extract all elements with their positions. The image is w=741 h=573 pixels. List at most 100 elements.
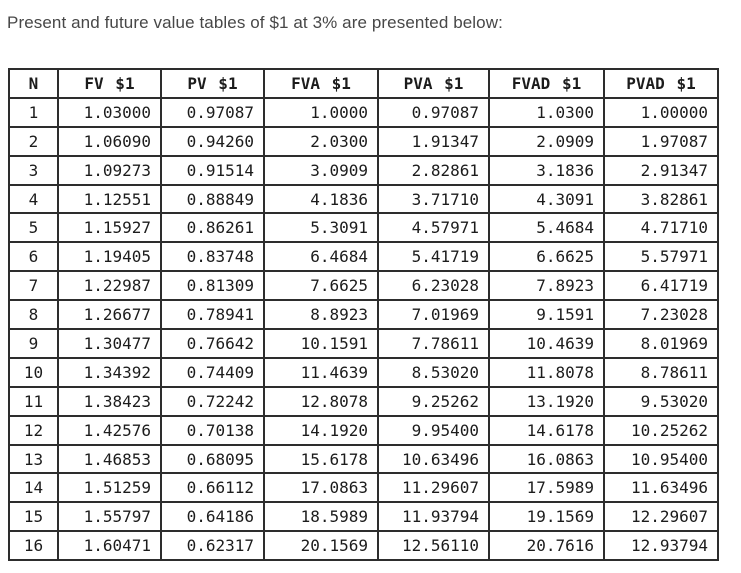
value-cell: 16.0863 [488,443,605,475]
value-cell: 7.78611 [377,328,490,359]
table-row: 1 1.03000 0.97087 1.0000 0.97087 1.0300 1.0000… [8,96,719,128]
value-cell: 1.60471 [57,530,162,562]
value-cell: 10.95400 [603,443,719,475]
value-cell: 17.0863 [263,472,379,504]
value-cell: 1.12551 [57,183,162,215]
value-cell: 0.66112 [160,472,265,504]
value-cell: 4.3091 [488,183,605,215]
value-cell: 10.4639 [488,328,605,359]
value-cell: 11.8078 [488,356,605,388]
value-cell: 5.4684 [488,212,605,244]
value-cell: 12.56110 [377,530,490,562]
value-cell: 0.70138 [160,414,265,446]
value-cell: 3.0909 [263,154,379,186]
value-cell: 0.62317 [160,530,265,562]
value-cell: 0.74409 [160,356,265,388]
value-cell: 17.5989 [488,472,605,504]
value-cell: 0.86261 [160,212,265,244]
value-cell: 6.41719 [603,270,719,302]
table-row: 2 1.06090 0.94260 2.0300 1.91347 2.0909 1.9708… [8,125,719,157]
value-cell: 15.6178 [263,443,379,475]
table-row: 6 1.19405 0.83748 6.4684 5.41719 6.6625 5.5797… [8,241,719,273]
value-cell: 4.1836 [263,183,379,215]
column-header-fv-1: FV $1 [57,68,162,99]
value-cell: 20.7616 [488,530,605,562]
value-cell: 8.01969 [603,328,719,359]
value-cell: 7.8923 [488,270,605,302]
period-cell: 4 [8,183,59,215]
column-header-pv-1: PV $1 [160,68,265,99]
table-row: 4 1.12551 0.88849 4.1836 3.71710 4.3091 3.8286… [8,183,719,215]
value-cell: 7.01969 [377,299,490,331]
table-row: 15 1.55797 0.64186 18.5989 11.93794 19.1569 12… [8,501,719,533]
value-cell: 9.53020 [603,385,719,417]
value-cell: 11.29607 [377,472,490,504]
value-cell: 8.53020 [377,356,490,388]
value-cell: 5.57971 [603,241,719,273]
table-row: 9 1.30477 0.76642 10.1591 7.78611 10.4639 8.01… [8,328,719,359]
period-cell: 5 [8,212,59,244]
value-cell: 8.78611 [603,356,719,388]
value-cell: 1.0300 [488,96,605,128]
value-cell: 12.29607 [603,501,719,533]
value-cell: 1.22987 [57,270,162,302]
value-cell: 12.93794 [603,530,719,562]
value-cell: 0.97087 [377,96,490,128]
value-cell: 1.30477 [57,328,162,359]
value-cell: 2.82861 [377,154,490,186]
table-row: 7 1.22987 0.81309 7.6625 6.23028 7.8923 6.4171… [8,270,719,302]
period-cell: 13 [8,443,59,475]
value-cell: 3.71710 [377,183,490,215]
value-cell: 1.19405 [57,241,162,273]
table-row: 14 1.51259 0.66112 17.0863 11.29607 17.5989 11… [8,472,719,504]
value-cell: 2.0300 [263,125,379,157]
value-cell: 1.00000 [603,96,719,128]
value-cell: 4.71710 [603,212,719,244]
table-row: 11 1.38423 0.72242 12.8078 9.25262 13.1920 9.5… [8,385,719,417]
value-cell: 5.3091 [263,212,379,244]
value-cell: 10.1591 [263,328,379,359]
value-cell: 1.51259 [57,472,162,504]
column-header-pvad-1: PVAD $1 [603,68,719,99]
value-cell: 1.55797 [57,501,162,533]
value-cell: 1.34392 [57,356,162,388]
value-cell: 13.1920 [488,385,605,417]
value-cell: 5.41719 [377,241,490,273]
period-cell: 6 [8,241,59,273]
period-cell: 16 [8,530,59,562]
value-cell: 4.57971 [377,212,490,244]
value-cell: 14.1920 [263,414,379,446]
value-cell: 3.82861 [603,183,719,215]
period-cell: 9 [8,328,59,359]
period-cell: 1 [8,96,59,128]
value-cell: 2.0909 [488,125,605,157]
value-cell: 1.42576 [57,414,162,446]
value-cell: 3.1836 [488,154,605,186]
period-cell: 14 [8,472,59,504]
value-cell: 7.23028 [603,299,719,331]
column-header-fva-1: FVA $1 [263,68,379,99]
column-header-n: N [8,68,59,99]
value-cell: 0.88849 [160,183,265,215]
value-cell: 1.09273 [57,154,162,186]
period-cell: 2 [8,125,59,157]
period-cell: 11 [8,385,59,417]
value-cell: 1.91347 [377,125,490,157]
value-cell: 1.15927 [57,212,162,244]
value-cell: 8.8923 [263,299,379,331]
value-cell: 6.6625 [488,241,605,273]
table-row: 16 1.60471 0.62317 20.1569 12.56110 20.7616 12… [8,530,719,562]
value-cell: 9.1591 [488,299,605,331]
value-cell: 0.97087 [160,96,265,128]
column-header-pva-1: PVA $1 [377,68,490,99]
period-cell: 3 [8,154,59,186]
value-cell: 6.4684 [263,241,379,273]
period-cell: 15 [8,501,59,533]
value-cell: 1.06090 [57,125,162,157]
value-cell: 18.5989 [263,501,379,533]
period-cell: 8 [8,299,59,331]
value-cell: 1.26677 [57,299,162,331]
table-row: 3 1.09273 0.91514 3.0909 2.82861 3.1836 2.9134… [8,154,719,186]
value-cell: 20.1569 [263,530,379,562]
value-cell: 10.25262 [603,414,719,446]
